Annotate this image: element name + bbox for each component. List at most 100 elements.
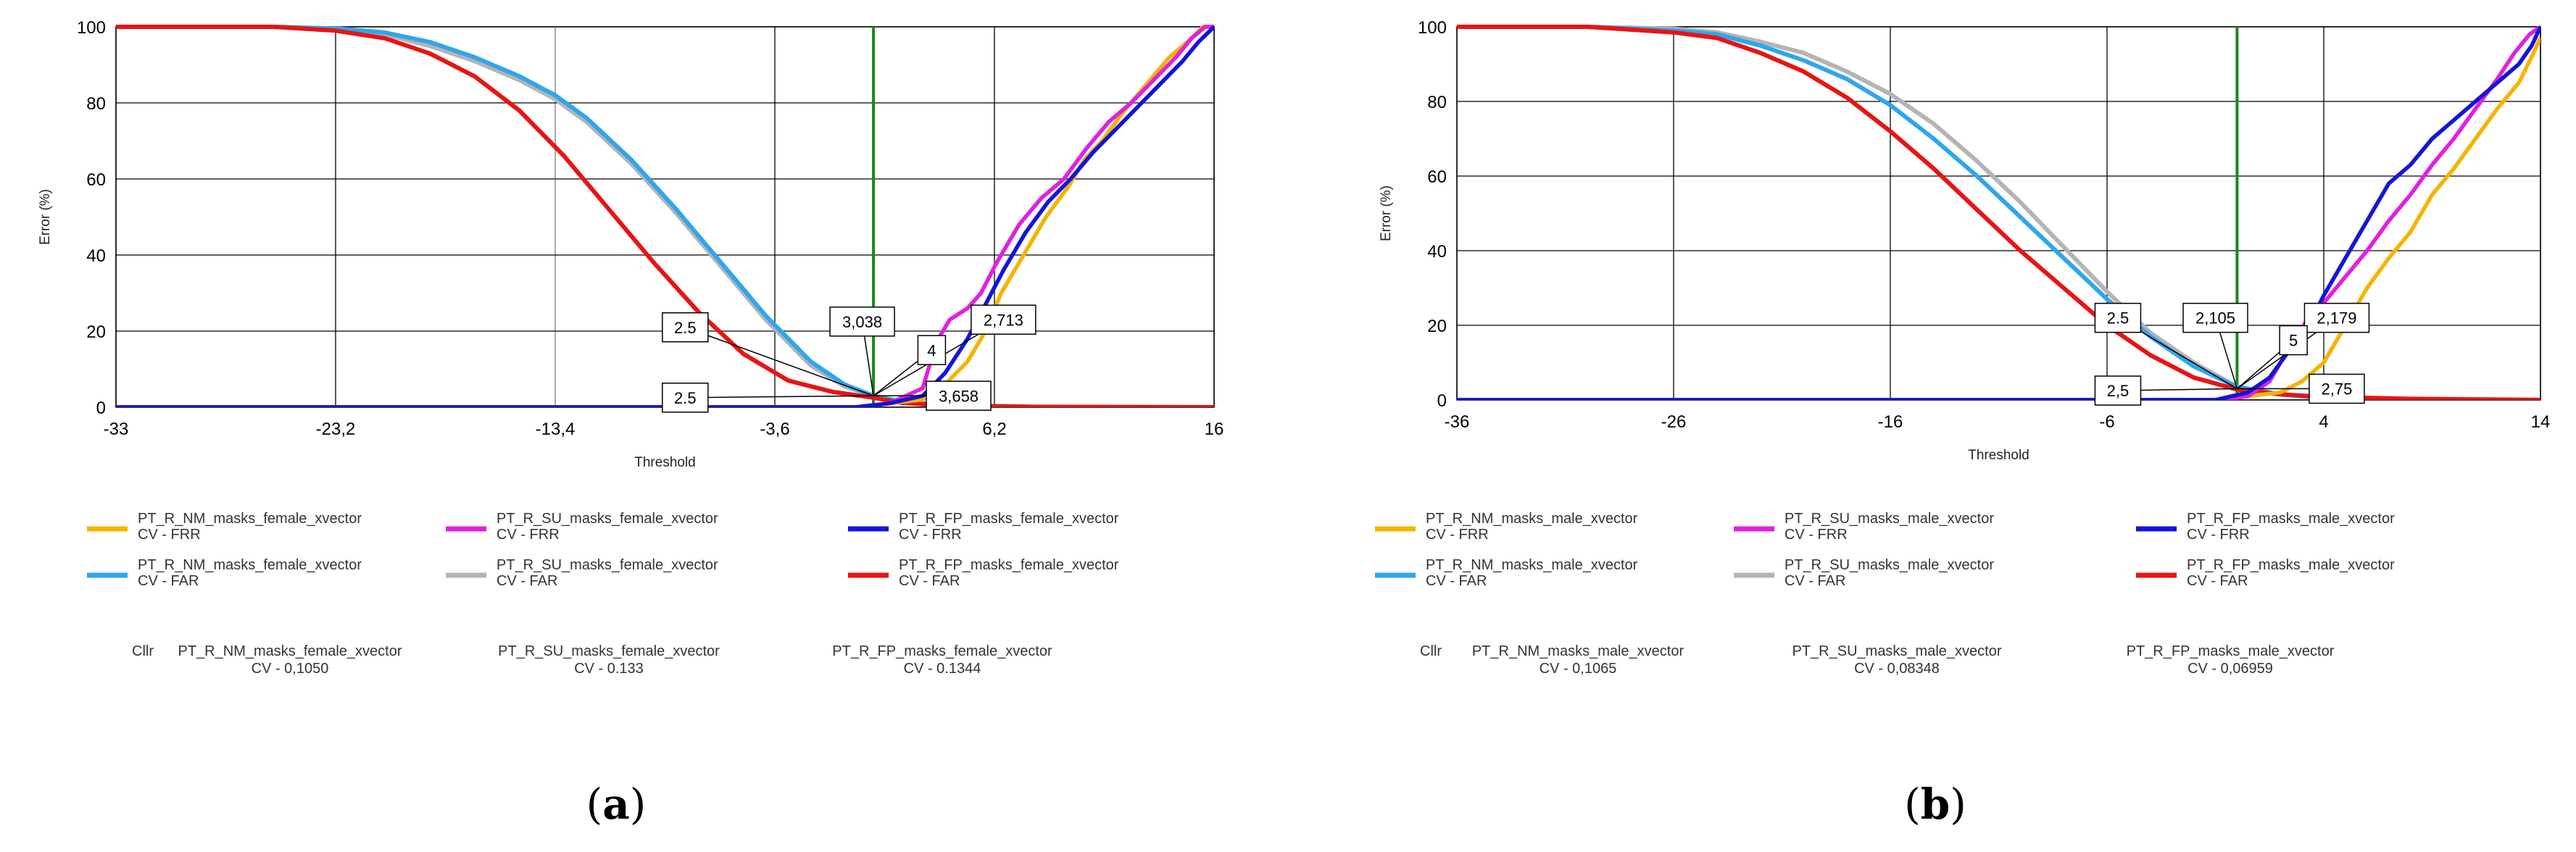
x-tick-label: 16 bbox=[1205, 419, 1224, 439]
y-tick-label: 0 bbox=[1437, 391, 1447, 411]
annotation-box bbox=[2279, 325, 2308, 356]
x-tick-label: 14 bbox=[2531, 412, 2551, 432]
annotation-label: 3,038 bbox=[842, 313, 882, 331]
x-tick-label: -6 bbox=[2099, 412, 2114, 432]
series-line-frr-1 bbox=[116, 25, 1214, 407]
annotation-box bbox=[2309, 373, 2365, 404]
cllr-series-name: PT_R_FP_masks_female_xvector bbox=[832, 643, 1052, 659]
cllr-value: CV - 0.1344 bbox=[904, 661, 981, 677]
chart-panel-a: -33 -23,2 -13,4 -3,6 6,2 16 0 20 40 60 80 100 Thresh… bbox=[0, 0, 1288, 848]
y-tick-label: 20 bbox=[86, 322, 106, 342]
legend-series-name: PT_R_NM_masks_male_xvector bbox=[1426, 511, 1638, 527]
legend-series-name: PT_R_FP_masks_male_xvector bbox=[2187, 511, 2395, 527]
x-tick-label: -23,2 bbox=[316, 419, 356, 439]
x-tick-label: -36 bbox=[1445, 412, 1470, 432]
x-tick-label: -3,6 bbox=[760, 419, 789, 439]
annotation-box bbox=[917, 335, 947, 365]
legend-series-name: PT_R_SU_masks_male_xvector bbox=[1784, 511, 1994, 527]
series-line-frr-2 bbox=[1457, 25, 2540, 400]
annotation-box bbox=[2182, 302, 2248, 333]
legend-series-name: PT_R_FP_masks_female_xvector bbox=[899, 557, 1119, 573]
legend-series-metric: CV - FAR bbox=[138, 573, 199, 589]
cllr-series-name: PT_R_SU_masks_male_xvector bbox=[1792, 643, 2002, 659]
annotation-box bbox=[662, 312, 709, 343]
cllr-label: Cllr bbox=[132, 643, 154, 659]
legend-series-metric: CV - FAR bbox=[496, 573, 557, 589]
legend-series-name: PT_R_SU_masks_female_xvector bbox=[496, 511, 718, 527]
series-line-frr-0 bbox=[116, 25, 1214, 407]
legend-series-metric: CV - FRR bbox=[496, 527, 560, 543]
x-tick-label: -13,4 bbox=[536, 419, 576, 439]
legend-series-metric: CV - FAR bbox=[2187, 573, 2248, 589]
annotation-box bbox=[2094, 302, 2142, 333]
series-line-frr-2 bbox=[116, 25, 1214, 407]
y-tick-label: 0 bbox=[96, 398, 106, 418]
cllr-value: CV - 0,06959 bbox=[2187, 661, 2273, 677]
plot-area bbox=[1456, 26, 2541, 401]
cllr-label: Cllr bbox=[1420, 643, 1442, 659]
cllr-series-name: PT_R_FP_masks_male_xvector bbox=[2127, 643, 2335, 659]
x-tick-label: -26 bbox=[1661, 412, 1687, 432]
annotation-leader bbox=[685, 395, 874, 398]
legend-series-metric: CV - FRR bbox=[1784, 527, 1848, 543]
legend-series-name: PT_R_NM_masks_female_xvector bbox=[138, 557, 362, 573]
cllr-value: CV - 0.133 bbox=[574, 661, 644, 677]
annotation-label: 2,713 bbox=[984, 311, 1023, 329]
x-tick-label: -33 bbox=[104, 419, 129, 439]
legend-series-metric: CV - FAR bbox=[899, 573, 960, 589]
y-tick-label: 20 bbox=[1427, 317, 1447, 336]
annotation-label: 2,105 bbox=[2195, 309, 2235, 327]
y-tick-label: 80 bbox=[1427, 93, 1447, 112]
cllr-series-name: PT_R_NM_masks_female_xvector bbox=[178, 643, 402, 659]
legend-series-metric: CV - FRR bbox=[899, 527, 962, 543]
x-axis-label: Threshold bbox=[1968, 448, 2029, 463]
y-axis-label: Error (%) bbox=[38, 189, 53, 245]
y-tick-label: 60 bbox=[1427, 167, 1447, 187]
chart-svg-a: -33 -23,2 -13,4 -3,6 6,2 16 0 20 40 60 80 100 Thresh… bbox=[38, 18, 1224, 829]
legend-series-name: PT_R_FP_masks_male_xvector bbox=[2187, 557, 2395, 573]
annotation-label: 2,179 bbox=[2317, 309, 2356, 327]
y-tick-label: 100 bbox=[77, 18, 106, 38]
annotation-label: 4 bbox=[927, 341, 936, 359]
annotation-box bbox=[2094, 375, 2142, 406]
annotation-label: 2.5 bbox=[2107, 309, 2130, 327]
annotation-label: 3,658 bbox=[939, 387, 979, 405]
legend-series-name: PT_R_NM_masks_male_xvector bbox=[1426, 557, 1638, 573]
annotation-label: 2.5 bbox=[674, 389, 697, 407]
y-axis-label: Error (%) bbox=[1379, 185, 1394, 241]
y-tick-label: 60 bbox=[86, 170, 106, 190]
chart-svg-b: -36 -26 -16 -6 4 14 0 20 40 60 80 100 Threshold Error… bbox=[1375, 18, 2551, 829]
annotation-label: 2,5 bbox=[2107, 382, 2130, 400]
y-tick-label: 40 bbox=[1427, 242, 1447, 262]
annotation-label: 5 bbox=[2289, 332, 2298, 350]
panel-caption: (a) bbox=[586, 780, 647, 829]
x-tick-label: 4 bbox=[2319, 412, 2328, 432]
annotation-box bbox=[2303, 302, 2370, 333]
legend-series-name: PT_R_SU_masks_female_xvector bbox=[496, 557, 718, 573]
legend-series-name: PT_R_FP_masks_female_xvector bbox=[899, 511, 1119, 527]
legend-series-metric: CV - FAR bbox=[1426, 573, 1487, 589]
cllr-value: CV - 0,1065 bbox=[1540, 661, 1617, 677]
cllr-series-name: PT_R_SU_masks_female_xvector bbox=[498, 643, 720, 659]
legend-series-metric: CV - FRR bbox=[2187, 527, 2250, 543]
x-axis-label: Threshold bbox=[634, 455, 696, 470]
annotation-label: 2,75 bbox=[2322, 380, 2353, 398]
annotation-label: 2.5 bbox=[674, 319, 697, 337]
annotation-box bbox=[829, 306, 895, 337]
legend-series-name: PT_R_NM_masks_female_xvector bbox=[138, 511, 362, 527]
annotation-leader bbox=[685, 327, 874, 396]
series-line-frr-1 bbox=[1457, 25, 2540, 400]
annotation-box bbox=[662, 383, 709, 413]
series-line-frr-0 bbox=[1457, 37, 2540, 400]
legend-series-metric: CV - FRR bbox=[1426, 527, 1489, 543]
annotation-box bbox=[971, 304, 1036, 335]
cllr-value: CV - 0,1050 bbox=[252, 661, 329, 677]
y-tick-label: 40 bbox=[86, 246, 106, 266]
legend-series-metric: CV - FRR bbox=[138, 527, 201, 543]
cllr-value: CV - 0,08348 bbox=[1854, 661, 1940, 677]
legend-series-name: PT_R_SU_masks_male_xvector bbox=[1784, 557, 1994, 573]
plot-area bbox=[115, 26, 1215, 408]
y-tick-label: 100 bbox=[1418, 18, 1447, 38]
legend-series-metric: CV - FAR bbox=[1784, 573, 1845, 589]
annotation-box bbox=[926, 380, 992, 411]
